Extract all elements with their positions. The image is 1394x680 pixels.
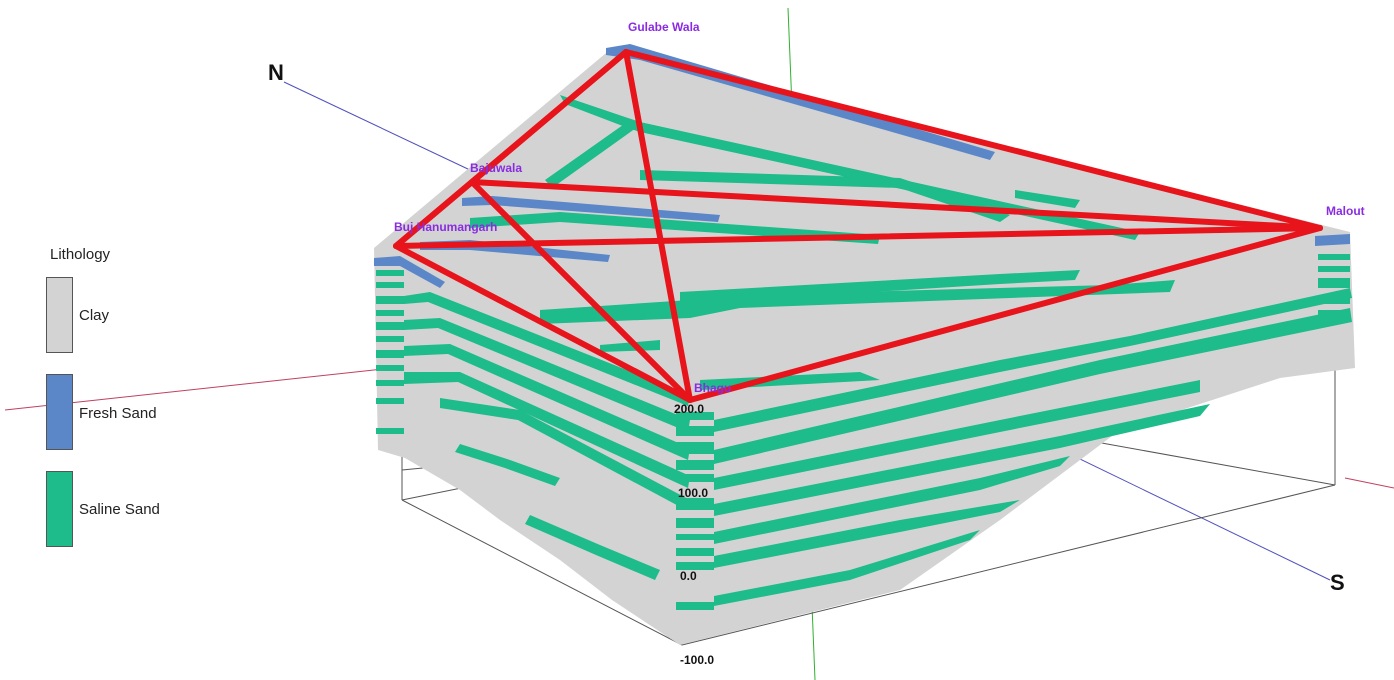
saline-sand-swatch [46, 471, 73, 547]
depth-label-200: 200.0 [674, 402, 704, 416]
well-label-bajuwala: Bajuwala [470, 161, 522, 175]
bhagu-well-column [676, 412, 714, 610]
clay-body [374, 48, 1355, 645]
south-label: S [1330, 570, 1345, 595]
clay-swatch [46, 277, 73, 353]
legend-label-fresh-sand: Fresh Sand [79, 405, 157, 422]
x-axis-line-right [1344, 477, 1394, 489]
depth-label-100: 100.0 [678, 486, 708, 500]
depth-label-minus-100: -100.0 [680, 653, 714, 667]
saline-sand-layers [376, 95, 1352, 610]
well-label-malout: Malout [1326, 204, 1365, 218]
well-label-buj-hanumangarh: Buj Hanumangarh [394, 220, 497, 234]
depth-label-0: 0.0 [680, 569, 697, 583]
legend-label-clay: Clay [79, 307, 110, 324]
north-axis-line [283, 81, 471, 171]
well-label-bhagu: Bhagu [694, 381, 731, 395]
legend-label-saline-sand: Saline Sand [79, 501, 160, 518]
legend-title: Lithology [50, 246, 111, 263]
malout-well-column [1318, 254, 1350, 316]
fresh-sand-swatch [46, 374, 73, 450]
north-label: N [268, 60, 284, 85]
well-label-gulabe-wala: Gulabe Wala [628, 20, 700, 34]
buj-hanumangarh-well-column [376, 270, 404, 434]
fence-outline [393, 49, 1323, 403]
